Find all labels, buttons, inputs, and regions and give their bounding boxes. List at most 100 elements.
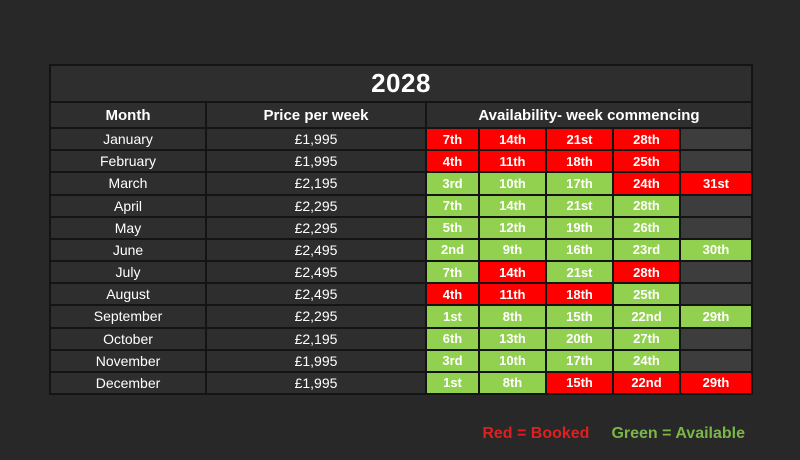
table-body: January £1,995 7th 14th 21st 28th February £1,9… bbox=[51, 129, 751, 394]
week-cell: 10th bbox=[480, 350, 545, 371]
month-cell: January bbox=[51, 129, 205, 150]
week-cell: 18th bbox=[547, 151, 612, 172]
week-cell: 7th bbox=[427, 195, 478, 216]
week-cell: 8th bbox=[480, 306, 545, 327]
price-cell: £2,195 bbox=[207, 328, 425, 349]
week-cell: 10th bbox=[480, 173, 545, 194]
week-cell: 12th bbox=[480, 217, 545, 238]
week-cell: 15th bbox=[547, 306, 612, 327]
week-cell: 1st bbox=[427, 372, 478, 394]
table-row: December £1,995 1st 8th 15th 22nd 29th bbox=[51, 372, 751, 394]
week-cell: 22nd bbox=[614, 372, 679, 394]
table-row: April £2,295 7th 14th 21st 28th bbox=[51, 195, 751, 216]
week-cell: 19th bbox=[547, 217, 612, 238]
table-row: August £2,495 4th 11th 18th 25th bbox=[51, 284, 751, 305]
week-cell: 8th bbox=[480, 372, 545, 394]
week-cell: 7th bbox=[427, 262, 478, 283]
availability-group: 7th 14th 21st 28th bbox=[427, 262, 751, 283]
month-cell: June bbox=[51, 239, 205, 261]
week-cell-empty bbox=[681, 328, 751, 349]
availability-group: 6th 13th 20th 27th bbox=[427, 328, 751, 349]
week-cell: 28th bbox=[614, 195, 679, 216]
table-row: October £2,195 6th 13th 20th 27th bbox=[51, 328, 751, 349]
availability-group: 7th 14th 21st 28th bbox=[427, 129, 751, 150]
table-row: September £2,295 1st 8th 15th 22nd 29th bbox=[51, 306, 751, 327]
price-cell: £2,495 bbox=[207, 262, 425, 283]
month-cell: February bbox=[51, 151, 205, 172]
month-cell: September bbox=[51, 306, 205, 327]
column-header-price: Price per week bbox=[207, 103, 425, 127]
week-cell: 11th bbox=[480, 151, 545, 172]
week-cell: 28th bbox=[614, 262, 679, 283]
week-cell: 28th bbox=[614, 129, 679, 150]
price-cell: £1,995 bbox=[207, 151, 425, 172]
table-row: June £2,495 2nd 9th 16th 23rd 30th bbox=[51, 239, 751, 261]
availability-group: 4th 11th 18th 25th bbox=[427, 284, 751, 305]
week-cell: 29th bbox=[681, 372, 751, 394]
week-cell: 3rd bbox=[427, 173, 478, 194]
availability-table: 2028 Month Price per week Availability- … bbox=[49, 64, 753, 395]
table-row: November £1,995 3rd 10th 17th 24th bbox=[51, 350, 751, 371]
week-cell: 23rd bbox=[614, 239, 679, 261]
week-cell: 5th bbox=[427, 217, 478, 238]
availability-group: 7th 14th 21st 28th bbox=[427, 195, 751, 216]
year-title: 2028 bbox=[51, 66, 751, 101]
week-cell-empty bbox=[681, 129, 751, 150]
week-cell: 14th bbox=[480, 129, 545, 150]
availability-group: 1st 8th 15th 22nd 29th bbox=[427, 306, 751, 327]
week-cell-empty bbox=[681, 195, 751, 216]
table-row: January £1,995 7th 14th 21st 28th bbox=[51, 129, 751, 150]
week-cell: 24th bbox=[614, 173, 679, 194]
week-cell: 4th bbox=[427, 151, 478, 172]
table-header-row: Month Price per week Availability- week … bbox=[51, 103, 751, 127]
availability-group: 3rd 10th 17th 24th 31st bbox=[427, 173, 751, 194]
week-cell: 16th bbox=[547, 239, 612, 261]
week-cell: 31st bbox=[681, 173, 751, 194]
month-cell: December bbox=[51, 372, 205, 394]
week-cell: 21st bbox=[547, 262, 612, 283]
price-cell: £2,195 bbox=[207, 173, 425, 194]
price-cell: £1,995 bbox=[207, 129, 425, 150]
price-cell: £2,495 bbox=[207, 239, 425, 261]
week-cell: 18th bbox=[547, 284, 612, 305]
price-cell: £2,295 bbox=[207, 217, 425, 238]
availability-group: 4th 11th 18th 25th bbox=[427, 151, 751, 172]
month-cell: August bbox=[51, 284, 205, 305]
week-cell-empty bbox=[681, 350, 751, 371]
week-cell: 17th bbox=[547, 350, 612, 371]
week-cell: 20th bbox=[547, 328, 612, 349]
legend-booked-label: Red = Booked bbox=[482, 425, 590, 442]
week-cell: 13th bbox=[480, 328, 545, 349]
week-cell: 29th bbox=[681, 306, 751, 327]
price-cell: £1,995 bbox=[207, 372, 425, 394]
week-cell: 25th bbox=[614, 284, 679, 305]
week-cell: 3rd bbox=[427, 350, 478, 371]
price-cell: £2,295 bbox=[207, 306, 425, 327]
availability-group: 3rd 10th 17th 24th bbox=[427, 350, 751, 371]
week-cell: 26th bbox=[614, 217, 679, 238]
month-cell: November bbox=[51, 350, 205, 371]
legend: Red = Booked Green = Available bbox=[482, 425, 745, 443]
week-cell: 25th bbox=[614, 151, 679, 172]
availability-group: 5th 12th 19th 26th bbox=[427, 217, 751, 238]
table-row: July £2,495 7th 14th 21st 28th bbox=[51, 262, 751, 283]
week-cell: 14th bbox=[480, 262, 545, 283]
column-header-availability: Availability- week commencing bbox=[427, 103, 751, 127]
week-cell: 27th bbox=[614, 328, 679, 349]
week-cell: 14th bbox=[480, 195, 545, 216]
week-cell-empty bbox=[681, 262, 751, 283]
week-cell: 2nd bbox=[427, 239, 478, 261]
week-cell-empty bbox=[681, 151, 751, 172]
month-cell: March bbox=[51, 173, 205, 194]
month-cell: July bbox=[51, 262, 205, 283]
week-cell: 9th bbox=[480, 239, 545, 261]
week-cell: 21st bbox=[547, 195, 612, 216]
column-header-month: Month bbox=[51, 103, 205, 127]
week-cell: 11th bbox=[480, 284, 545, 305]
week-cell: 22nd bbox=[614, 306, 679, 327]
week-cell: 4th bbox=[427, 284, 478, 305]
week-cell: 21st bbox=[547, 129, 612, 150]
price-cell: £1,995 bbox=[207, 350, 425, 371]
week-cell: 1st bbox=[427, 306, 478, 327]
